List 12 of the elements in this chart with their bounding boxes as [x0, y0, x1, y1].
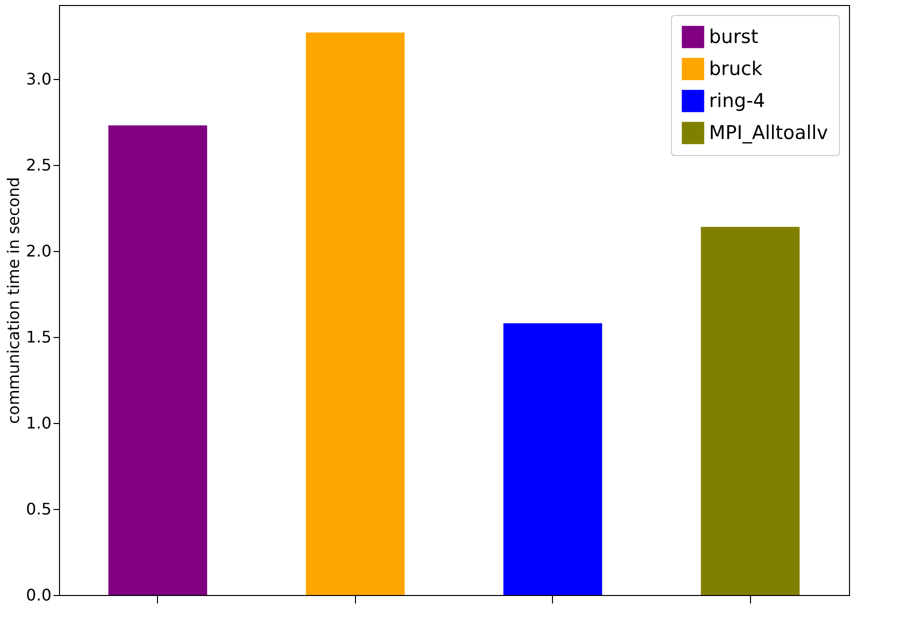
y-tick-label: 2.5: [26, 155, 52, 174]
y-tick-label: 3.0: [26, 69, 52, 88]
y-tick-label: 1.0: [26, 413, 52, 432]
legend-label: burst: [709, 26, 758, 48]
y-tick-label: 1.5: [26, 327, 52, 346]
legend-label: bruck: [709, 58, 762, 80]
legend-label: MPI_Alltoallv: [709, 122, 828, 144]
y-axis-title: communication time in second: [4, 177, 24, 424]
y-tick-label: 0.5: [26, 499, 52, 518]
y-tick-label: 0.0: [26, 586, 52, 604]
y-tick-label: 2.0: [26, 241, 52, 260]
legend-label: ring-4: [709, 90, 766, 112]
